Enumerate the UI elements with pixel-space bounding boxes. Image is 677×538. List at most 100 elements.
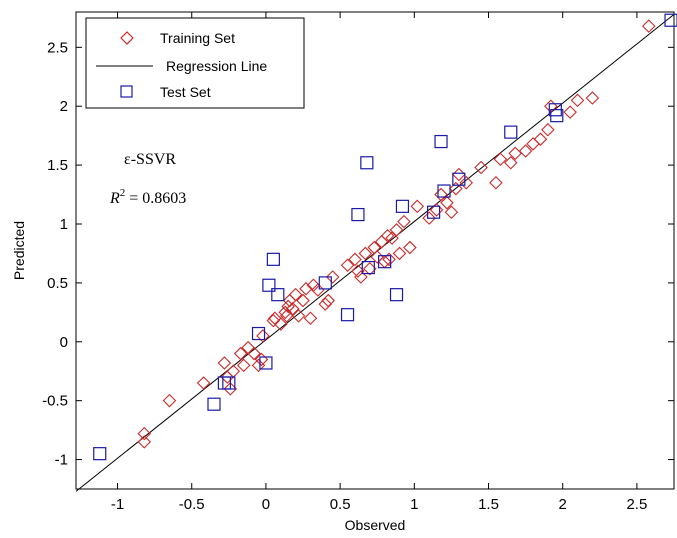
training-point: [541, 123, 555, 137]
test-point: [434, 134, 448, 149]
legend-label-training: Training Set: [160, 30, 235, 46]
y-axis-label: Predicted: [11, 221, 27, 280]
r-squared-symbol: R: [109, 190, 120, 207]
x-axis-label: Observed: [345, 517, 406, 533]
legend-square-icon: [120, 85, 133, 98]
training-point: [291, 309, 306, 323]
training-point: [162, 393, 177, 408]
x-tick-label: 1.5: [478, 496, 499, 513]
test-point: [427, 205, 441, 219]
training-point: [340, 258, 355, 272]
x-tick-label: 1: [410, 496, 418, 513]
training-point: [434, 187, 448, 202]
y-tick-label: 1.5: [47, 157, 68, 174]
legend-label-test: Test Set: [160, 84, 211, 100]
training-point: [444, 205, 459, 219]
training-point: [429, 203, 444, 217]
test-point: [266, 252, 280, 266]
test-point: [340, 308, 355, 322]
training-point: [279, 309, 294, 323]
test-point: [93, 447, 107, 461]
training-point: [233, 346, 248, 361]
legend: Training Set Regression Line Test Set: [85, 17, 305, 109]
y-tick-label: -1: [55, 452, 68, 469]
x-tick-label: -1: [111, 496, 124, 513]
y-tick-label: 2: [60, 98, 68, 115]
test-point: [271, 288, 285, 302]
test-set-points: [93, 13, 677, 461]
training-point: [641, 19, 656, 33]
test-point: [664, 13, 677, 27]
x-tick-label: 0: [262, 496, 270, 513]
training-point: [278, 305, 293, 320]
y-tick-label: 2.5: [47, 39, 68, 56]
test-point: [262, 278, 276, 292]
x-tick-label: -0.5: [179, 496, 205, 513]
training-point: [493, 152, 508, 166]
training-point: [247, 346, 261, 361]
test-point: [318, 276, 332, 290]
training-point: [570, 93, 585, 108]
y-tick-label: 1: [60, 216, 68, 233]
test-point: [378, 255, 392, 269]
training-point: [370, 250, 385, 264]
test-point: [504, 125, 518, 139]
legend-label-regression: Regression Line: [166, 58, 267, 74]
x-tick-label: 2.5: [626, 496, 647, 513]
model-annotation: ε-SSVR: [124, 151, 176, 168]
legend-diamond-icon: [120, 31, 134, 45]
training-point: [318, 297, 333, 311]
training-point: [285, 302, 300, 316]
x-tick-label: 2: [559, 496, 567, 513]
training-point: [503, 155, 518, 170]
axis-ticks: [76, 12, 674, 489]
training-point: [196, 376, 211, 390]
training-point: [422, 211, 436, 225]
test-point: [222, 376, 236, 390]
training-point: [489, 176, 503, 190]
test-point: [259, 356, 273, 370]
training-point: [585, 91, 600, 105]
training-point: [354, 270, 368, 284]
training-point: [251, 358, 266, 373]
y-tick-label: 0: [60, 334, 68, 351]
r-squared-exponent: 2: [120, 187, 126, 199]
legend-box: [85, 17, 305, 109]
training-point: [311, 283, 325, 297]
test-point: [550, 109, 564, 123]
training-point: [452, 167, 466, 182]
test-point: [207, 397, 221, 411]
test-point: [351, 207, 365, 222]
r-squared-annotation: R2 = 0.8603: [109, 187, 186, 207]
test-point: [452, 172, 466, 186]
training-point: [296, 293, 310, 308]
training-point: [449, 181, 463, 196]
y-tick-label: 0.5: [47, 275, 68, 292]
training-point: [303, 311, 318, 325]
test-point: [389, 288, 404, 302]
y-tick-label: -0.5: [42, 393, 68, 410]
training-point: [325, 270, 340, 284]
training-point: [380, 229, 395, 243]
training-point: [137, 435, 152, 449]
training-point: [440, 196, 454, 210]
test-point: [360, 156, 374, 170]
training-point: [256, 329, 270, 343]
training-point: [236, 358, 251, 373]
training-point: [459, 176, 474, 190]
training-point: [358, 246, 373, 261]
training-point: [403, 240, 417, 255]
training-point: [518, 144, 533, 158]
axis-tick-labels: -1 -0.5 0 0.5 1 1.5 2 2.5 -1 -0.5 0 0.5 1 1.5 2 2.5: [42, 39, 647, 513]
training-point: [392, 246, 407, 261]
test-point: [437, 184, 451, 198]
training-point: [397, 214, 411, 229]
training-point: [348, 252, 362, 267]
training-point: [533, 132, 548, 146]
test-point: [251, 326, 266, 341]
training-point: [389, 223, 404, 237]
r-squared-value: = 0.8603: [125, 190, 186, 207]
training-point: [410, 199, 425, 214]
x-tick-label: 0.5: [330, 496, 351, 513]
